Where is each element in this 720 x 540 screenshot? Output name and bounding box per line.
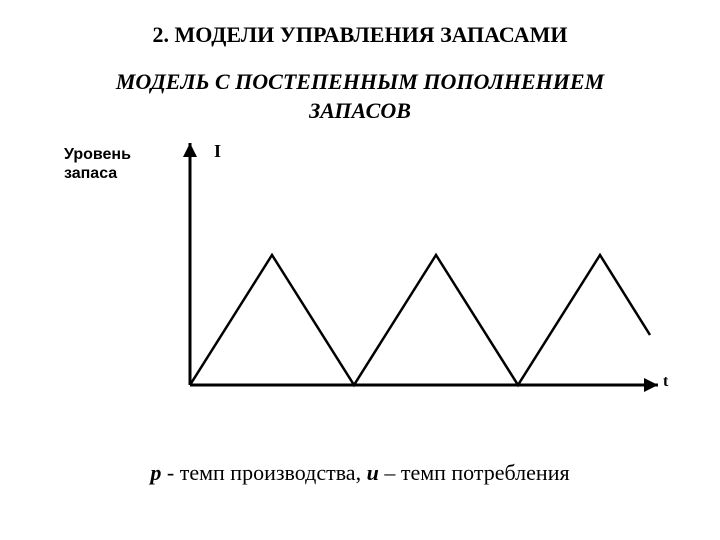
footnote-text2: – темп потребления — [379, 460, 570, 485]
footnote: p - темп производства, u – темп потребле… — [0, 435, 720, 486]
y-axis-marker: I — [214, 141, 221, 162]
y-axis-label-l2: запаса — [64, 165, 117, 182]
chart-container: Уровень запаса I t — [0, 135, 720, 435]
footnote-text1: - темп производства, — [161, 460, 366, 485]
subheading-line1: МОДЕЛЬ С ПОСТЕПЕННЫМ ПОПОЛНЕНИЕМ — [116, 69, 604, 94]
subheading-line2: ЗАПАСОВ — [309, 98, 411, 123]
y-axis-label: Уровень запаса — [64, 145, 131, 183]
sub-heading: МОДЕЛЬ С ПОСТЕПЕННЫМ ПОПОЛНЕНИЕМ ЗАПАСОВ — [0, 48, 720, 125]
main-heading: 2. МОДЕЛИ УПРАВЛЕНИЯ ЗАПАСАМИ — [0, 0, 720, 48]
footnote-var-u: u — [367, 460, 379, 485]
y-axis-label-l1: Уровень — [64, 146, 131, 163]
x-axis-marker: t — [663, 373, 668, 391]
footnote-var-p: p — [150, 460, 161, 485]
